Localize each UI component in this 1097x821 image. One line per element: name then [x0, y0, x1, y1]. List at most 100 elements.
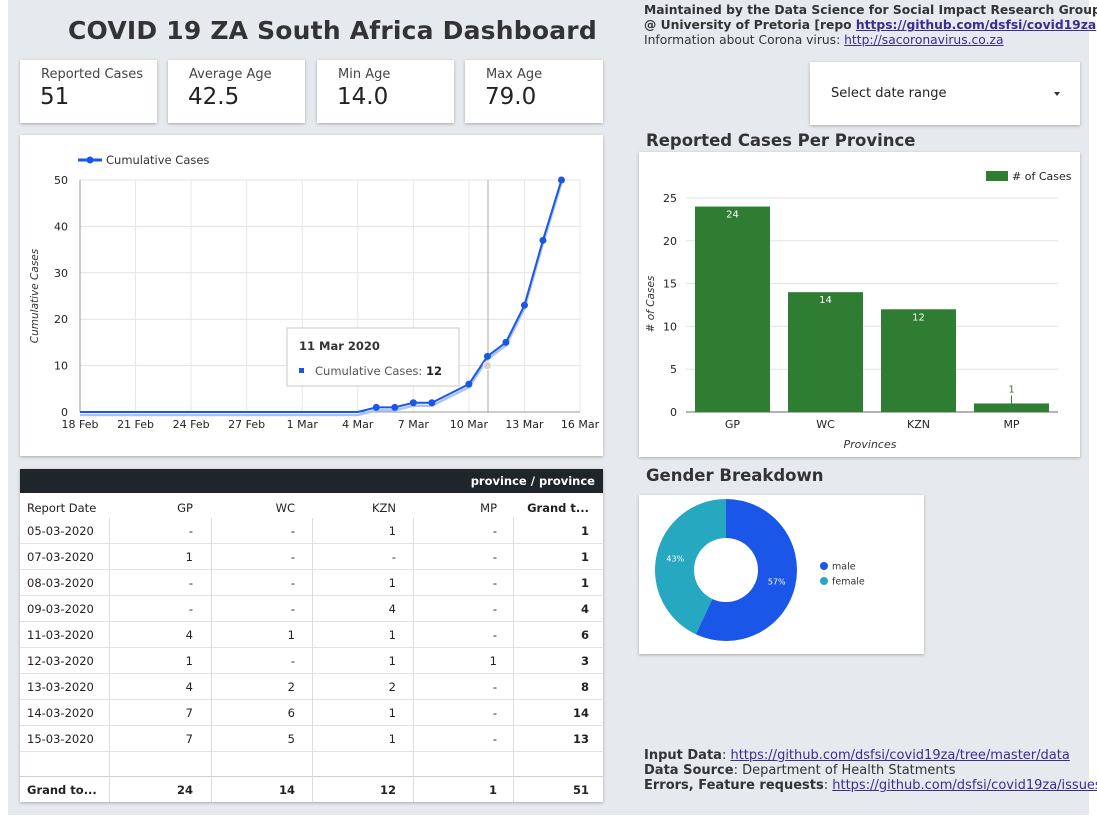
- kpi-value: 51: [40, 84, 70, 110]
- cell-gt: Grand t...: [527, 501, 589, 515]
- pivot-table: province / province Report Date GP WC KZN MP…: [20, 469, 603, 802]
- data-point[interactable]: [465, 380, 473, 388]
- kpi-reported-cases: Reported Cases 51: [20, 60, 157, 123]
- kpi-average-age: Average Age 42.5: [168, 60, 305, 123]
- row-divider: [20, 621, 603, 622]
- y-tick-label: 15: [663, 278, 677, 291]
- tooltip-date: 11 Mar 2020: [299, 339, 380, 353]
- cell-wc: -: [290, 576, 295, 590]
- kpi-label: Average Age: [189, 67, 272, 82]
- y-tick-label: 20: [54, 313, 68, 326]
- errors-sep: :: [823, 778, 833, 793]
- cell-date: 11-03-2020: [27, 628, 94, 642]
- bar-kzn[interactable]: [881, 309, 956, 412]
- data-point[interactable]: [372, 403, 380, 411]
- cell-gp: 24: [176, 783, 193, 797]
- info-link[interactable]: http://sacoronavirus.co.za: [844, 33, 1004, 47]
- cell-mp: -: [492, 550, 497, 564]
- cell-kzn: 1: [388, 576, 396, 590]
- y-tick-label: 20: [663, 235, 677, 248]
- data-point[interactable]: [520, 301, 528, 309]
- kpi-label: Min Age: [338, 67, 391, 82]
- y-tick-label: 0: [61, 406, 68, 419]
- gender-donut-chart: 57% 43% male female: [655, 499, 865, 641]
- page-title: COVID 19 ZA South Africa Dashboard: [68, 16, 597, 45]
- cell-date: 07-03-2020: [27, 550, 94, 564]
- x-tick-label: 10 Mar: [450, 418, 489, 431]
- dashboard-page: COVID 19 ZA South Africa Dashboard Maint…: [8, 0, 1097, 815]
- x-tick-label: 21 Feb: [117, 418, 154, 431]
- bar-value-label: 24: [726, 210, 739, 221]
- cell-date: 14-03-2020: [27, 706, 94, 720]
- x-tick-label: MP: [1003, 418, 1019, 431]
- info-label: Information about Corona virus:: [644, 33, 845, 47]
- kpi-min-age: Min Age 14.0: [317, 60, 454, 123]
- row-divider: [20, 543, 603, 544]
- row-divider: [20, 751, 603, 752]
- kpi-max-age: Max Age 79.0: [465, 60, 603, 123]
- pivot-header: province / province: [20, 469, 603, 493]
- repo-link[interactable]: https://github.com/dsfsi/covid19za: [855, 18, 1097, 32]
- column-divider: [413, 518, 414, 802]
- cell-gt: 1: [580, 576, 589, 590]
- cell-date: Report Date: [27, 501, 97, 515]
- bar-gp[interactable]: [695, 206, 770, 412]
- row-divider: [20, 569, 603, 570]
- cell-kzn: KZN: [371, 501, 396, 515]
- cell-mp: -: [492, 628, 497, 642]
- column-divider: [312, 518, 313, 802]
- total-divider: [20, 776, 603, 777]
- table-header-row: Report Date GP WC KZN MP Grand t...: [20, 493, 603, 519]
- bar-wc[interactable]: [788, 292, 863, 412]
- data-point[interactable]: [557, 176, 565, 184]
- cell-mp: -: [492, 732, 497, 746]
- data-point[interactable]: [391, 403, 399, 411]
- cell-gt: 3: [580, 654, 589, 668]
- date-range-select[interactable]: Select date range: [810, 62, 1080, 125]
- y-axis-title: # of Cases: [645, 275, 657, 332]
- cell-mp: 1: [489, 654, 497, 668]
- legend-male-label: male: [832, 562, 856, 573]
- cell-wc: 2: [287, 680, 295, 694]
- cell-gt: 51: [572, 783, 589, 797]
- kpi-value: 42.5: [188, 84, 240, 110]
- cell-gt: 1: [580, 524, 589, 538]
- gender-chart-card: 57% 43% male female: [639, 495, 924, 654]
- input-data-link[interactable]: https://github.com/dsfsi/covid19za/tree/…: [730, 748, 1070, 763]
- cell-kzn: 1: [388, 524, 396, 538]
- x-tick-label: 24 Feb: [173, 418, 210, 431]
- province-section-title: Reported Cases Per Province: [646, 131, 916, 150]
- tooltip-value: 12: [426, 364, 442, 378]
- cell-gp: -: [188, 524, 193, 538]
- bar-value-label: 14: [819, 295, 832, 306]
- slice-female[interactable]: [655, 499, 726, 635]
- y-axis-title: Cumulative Cases: [29, 248, 41, 343]
- x-tick-label: 4 Mar: [342, 418, 374, 431]
- legend-marker: [86, 156, 94, 164]
- table-row: 13-03-2020 4 2 2 - 8: [20, 674, 603, 700]
- cell-gt: 8: [580, 680, 589, 694]
- cell-wc: 14: [278, 783, 295, 797]
- errors-label: Errors, Feature requests: [644, 778, 824, 793]
- cell-wc: WC: [275, 501, 295, 515]
- cell-gp: -: [188, 602, 193, 616]
- x-tick-label: 27 Feb: [228, 418, 265, 431]
- y-tick-label: 30: [54, 267, 68, 280]
- data-point[interactable]: [428, 399, 436, 407]
- data-point[interactable]: [409, 399, 417, 407]
- bar-mp[interactable]: [974, 403, 1049, 412]
- cell-mp: MP: [480, 501, 497, 515]
- cell-gt: 13: [572, 732, 589, 746]
- x-tick-label: WC: [816, 418, 835, 431]
- row-divider: [20, 725, 603, 726]
- cumulative-cases-chart: 0 10 20 30 40 50 18 Feb 21 Feb 24 Feb 27 Feb 1 Ma…: [29, 153, 600, 431]
- data-point[interactable]: [502, 338, 510, 346]
- cell-gt: 4: [580, 602, 589, 616]
- errors-link[interactable]: https://github.com/dsfsi/covid19za/issue…: [832, 778, 1097, 793]
- cell-gp: 4: [185, 680, 193, 694]
- slice-percent-label: 57%: [768, 577, 786, 586]
- table-row: 09-03-2020 - - 4 - 4: [20, 596, 603, 622]
- data-point[interactable]: [539, 236, 547, 244]
- data-point[interactable]: [483, 352, 491, 360]
- kpi-label: Reported Cases: [41, 67, 144, 82]
